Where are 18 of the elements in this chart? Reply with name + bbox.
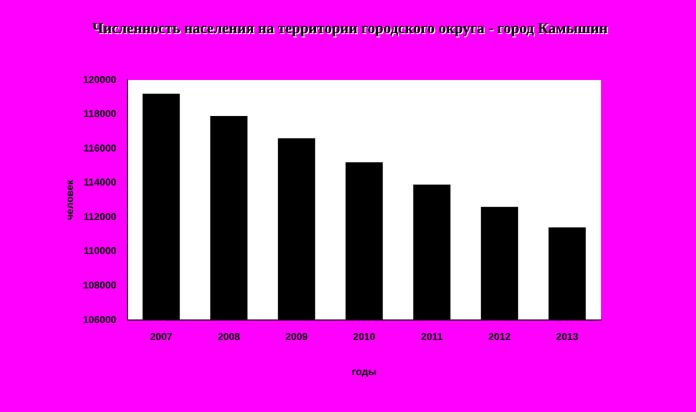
x-tick-label: 2012 xyxy=(488,332,512,343)
y-tick-label: 108000 xyxy=(82,280,117,292)
y-tick-label: 112000 xyxy=(84,212,117,223)
x-tick-label: 2011 xyxy=(420,332,444,343)
x-tick-label: 2007 xyxy=(150,332,173,343)
x-tick-label: 2008 xyxy=(218,332,240,343)
y-tick-label: 116000 xyxy=(84,143,117,154)
y-tick-label: 106000 xyxy=(82,314,117,326)
y-tick-label: 120000 xyxy=(82,74,117,86)
y-tick-label: 114000 xyxy=(84,178,117,189)
x-tick-label: 2010 xyxy=(353,332,376,343)
y-tick-label: 118000 xyxy=(84,109,117,120)
x-tick-label: 2013 xyxy=(556,332,579,343)
x-tick-label: 2009 xyxy=(285,332,308,343)
chart-title: Численность населения на территории городского округа - город Камышин xyxy=(91,20,609,39)
y-axis-title: человек xyxy=(64,178,76,220)
x-axis-title: годы xyxy=(352,366,377,378)
y-tick-label: 110000 xyxy=(84,246,117,258)
